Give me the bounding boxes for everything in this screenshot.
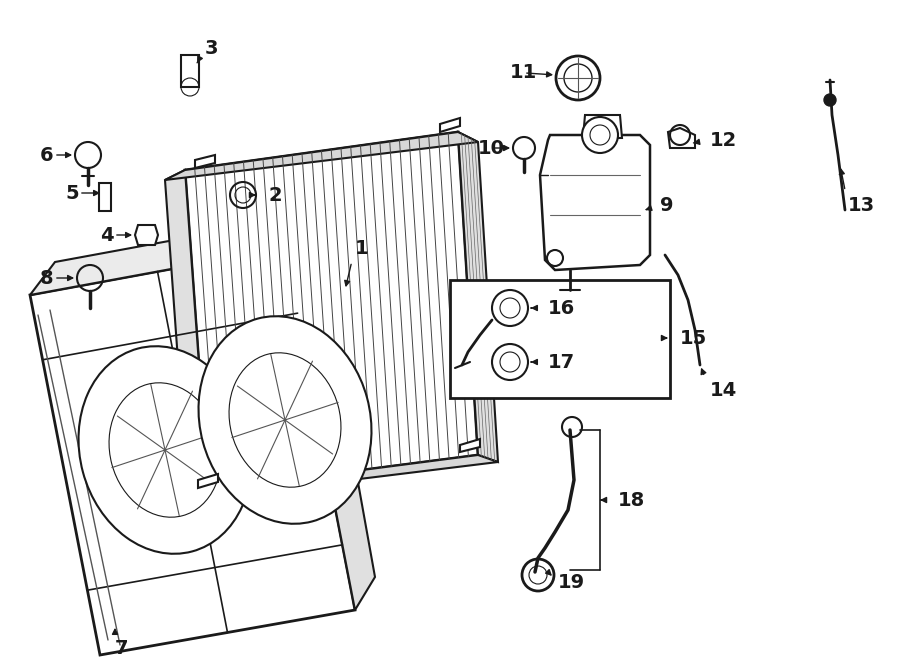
Text: 4: 4 — [100, 226, 113, 244]
Text: 19: 19 — [558, 573, 585, 592]
Polygon shape — [668, 128, 695, 148]
Text: 5: 5 — [65, 183, 78, 203]
Text: 3: 3 — [205, 38, 219, 58]
Ellipse shape — [78, 346, 251, 554]
Polygon shape — [195, 155, 215, 168]
Polygon shape — [188, 455, 498, 500]
Circle shape — [582, 117, 618, 153]
Bar — [450, 280, 670, 398]
Ellipse shape — [229, 353, 341, 487]
Polygon shape — [30, 215, 310, 295]
Text: 8: 8 — [40, 269, 54, 287]
Text: 13: 13 — [848, 195, 875, 214]
Polygon shape — [583, 115, 622, 138]
Text: 14: 14 — [710, 381, 737, 399]
Polygon shape — [198, 474, 218, 488]
Text: 16: 16 — [548, 299, 575, 318]
Text: 9: 9 — [660, 195, 673, 214]
Text: 7: 7 — [115, 639, 129, 657]
Text: 12: 12 — [710, 130, 737, 150]
Circle shape — [556, 56, 600, 100]
Text: 2: 2 — [268, 185, 282, 205]
Polygon shape — [440, 118, 460, 132]
Text: 10: 10 — [478, 138, 505, 158]
Text: 6: 6 — [40, 146, 54, 164]
Text: 15: 15 — [680, 328, 707, 348]
Polygon shape — [460, 439, 480, 452]
Text: 11: 11 — [510, 62, 537, 81]
Polygon shape — [540, 135, 650, 270]
Ellipse shape — [109, 383, 221, 517]
Text: 17: 17 — [548, 352, 575, 371]
Bar — [181, 55, 199, 87]
Text: 1: 1 — [355, 238, 369, 258]
Polygon shape — [135, 225, 158, 245]
Ellipse shape — [199, 316, 372, 524]
Polygon shape — [185, 132, 478, 490]
Bar — [99, 183, 111, 211]
Text: 18: 18 — [618, 491, 645, 510]
Polygon shape — [285, 215, 375, 610]
Polygon shape — [458, 132, 498, 462]
Circle shape — [824, 94, 836, 106]
Polygon shape — [165, 132, 478, 180]
Polygon shape — [165, 170, 208, 500]
Polygon shape — [30, 248, 355, 655]
